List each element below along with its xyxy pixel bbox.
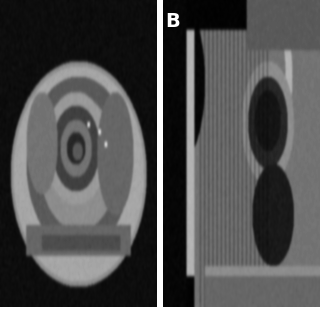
Text: B: B xyxy=(165,12,180,31)
